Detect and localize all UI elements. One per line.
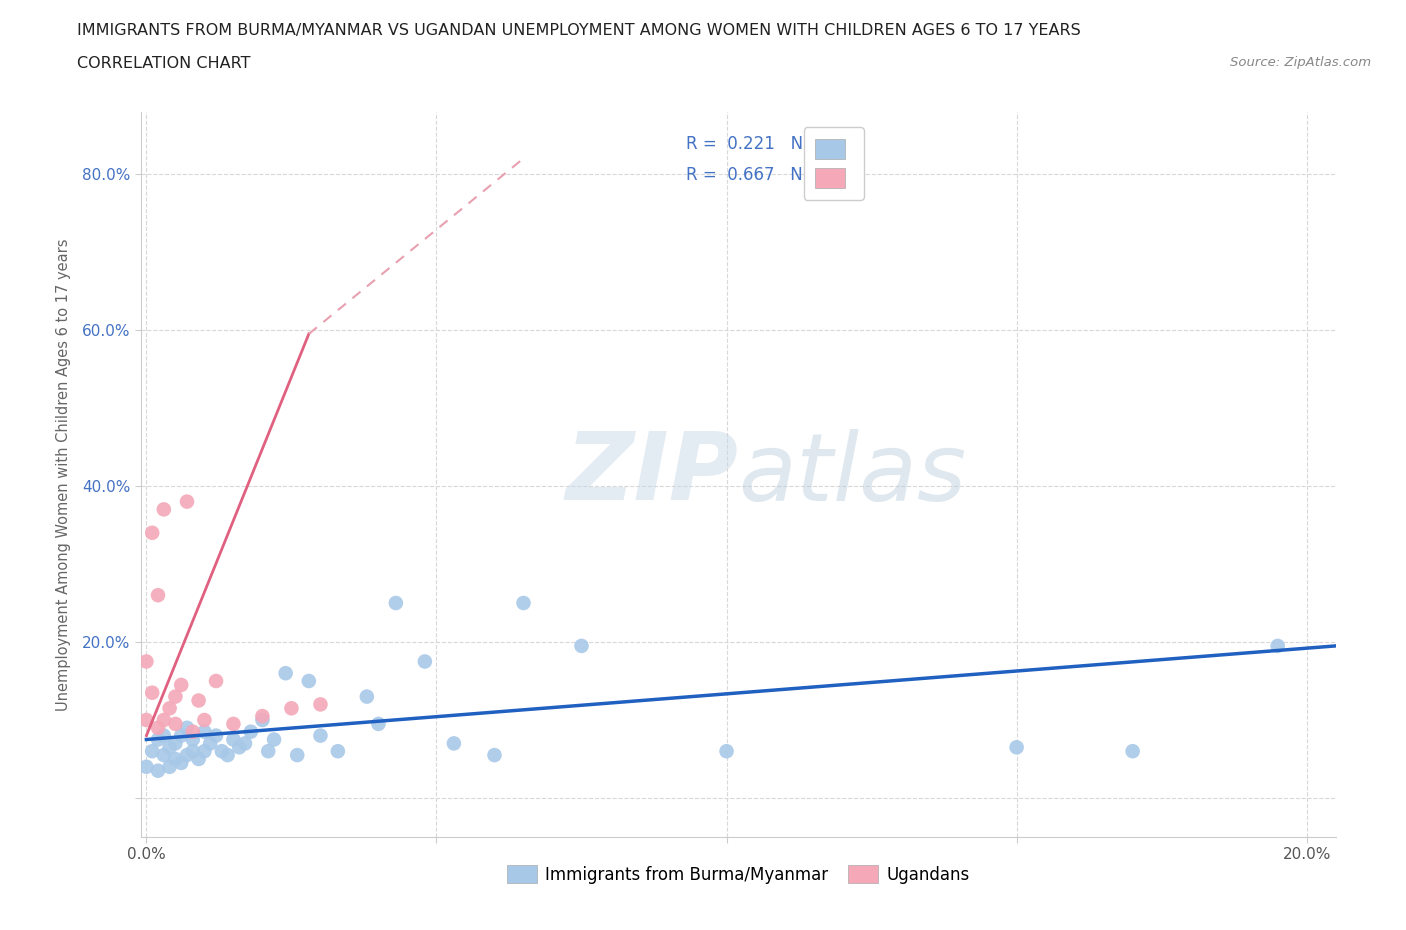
Point [193,712,215,727]
Point [141,685,163,700]
Text: ZIP: ZIP [565,429,738,520]
Point [1122,744,1144,759]
Text: IMMIGRANTS FROM BURMA/MYANMAR VS UGANDAN UNEMPLOYMENT AMONG WOMEN WITH CHILDREN : IMMIGRANTS FROM BURMA/MYANMAR VS UGANDAN… [77,23,1081,38]
Point [146,764,169,778]
Point [571,639,593,654]
Point [135,712,157,727]
Text: R =  0.667   N =  21: R = 0.667 N = 21 [686,166,853,184]
Point [170,728,193,743]
Point [176,494,198,509]
Point [146,732,169,747]
Point [135,760,157,775]
Point [309,697,332,711]
Point [211,744,233,759]
Point [222,716,245,731]
Text: CORRELATION CHART: CORRELATION CHART [77,56,250,71]
Point [146,721,169,736]
Y-axis label: Unemployment Among Women with Children Ages 6 to 17 years: Unemployment Among Women with Children A… [56,238,70,711]
Point [233,736,256,751]
Point [181,732,204,747]
Point [205,673,228,688]
Text: R =  0.221   N =  47: R = 0.221 N = 47 [686,135,853,153]
Point [153,712,176,727]
Point [239,724,262,739]
Point [205,728,228,743]
Point [484,748,506,763]
Point [176,748,198,763]
Point [280,701,302,716]
Point [252,709,274,724]
Point [252,712,274,727]
Point [443,736,465,751]
Point [200,736,222,751]
Point [222,732,245,747]
Text: atlas: atlas [738,429,966,520]
Point [153,502,176,517]
Text: Source: ZipAtlas.com: Source: ZipAtlas.com [1230,56,1371,69]
Point [187,751,209,766]
Point [413,654,436,669]
Point [512,595,534,610]
Point [193,744,215,759]
Point [170,677,193,692]
Point [356,689,378,704]
Point [1005,740,1028,755]
Point [193,724,215,739]
Point [165,689,187,704]
Point [181,744,204,759]
Point [159,701,181,716]
Point [159,760,181,775]
Point [217,748,239,763]
Point [257,744,280,759]
Point [187,693,209,708]
Point [285,748,308,763]
Point [274,666,297,681]
Point [228,740,250,755]
Point [165,736,187,751]
Point [1267,639,1289,654]
Point [159,740,181,755]
Point [153,728,176,743]
Point [309,728,332,743]
Point [141,525,163,540]
Point [263,732,285,747]
Point [170,755,193,770]
Point [146,588,169,603]
Point [716,744,738,759]
Point [176,721,198,736]
Point [153,748,176,763]
Point [135,654,157,669]
Point [385,595,408,610]
Point [298,673,321,688]
Point [326,744,349,759]
Point [141,744,163,759]
Legend: Immigrants from Burma/Myanmar, Ugandans: Immigrants from Burma/Myanmar, Ugandans [501,858,976,890]
Point [165,716,187,731]
Point [165,751,187,766]
Point [367,716,389,731]
Point [181,724,204,739]
